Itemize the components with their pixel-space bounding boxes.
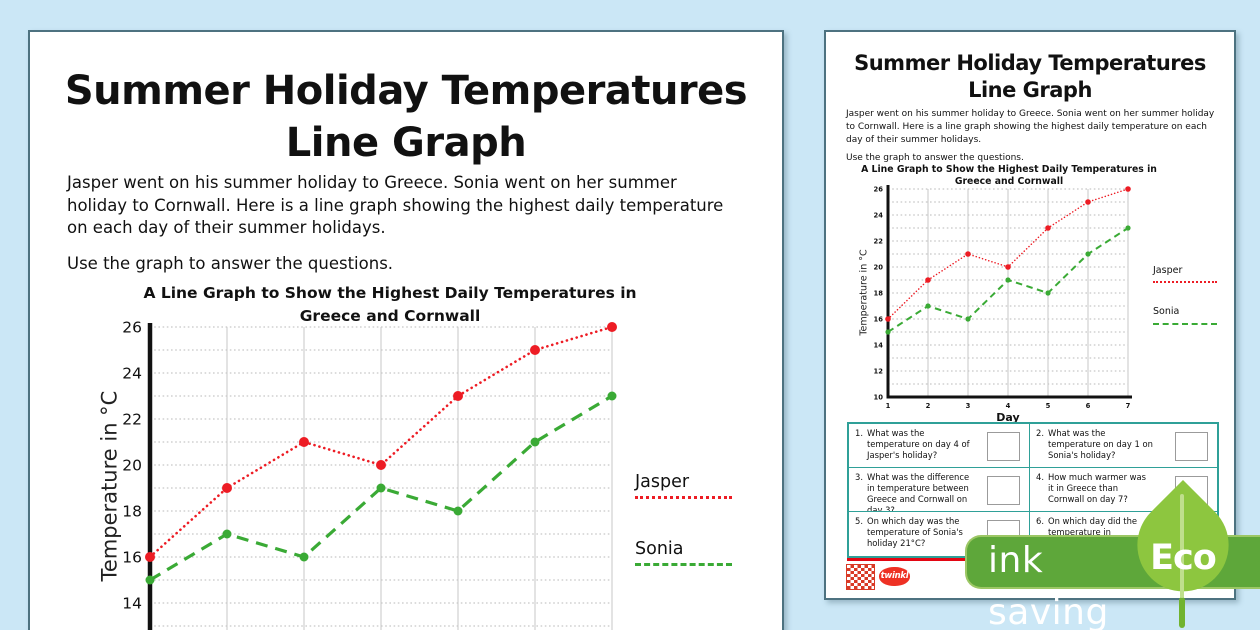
legend-jasper-label: Jasper — [1153, 265, 1183, 276]
intro-text: Jasper went on his summer holiday to Gre… — [846, 109, 1215, 145]
page-title-line1: Summer Holiday Temperatures — [854, 51, 1206, 75]
intro-text: Jasper went on his summer holiday to Gre… — [67, 173, 724, 237]
question-text: What was the difference in temperature b… — [867, 472, 970, 512]
question-text: What was the temperature on day 1 on Son… — [1048, 428, 1153, 460]
question-number: 4. — [1036, 472, 1044, 482]
svg-text:16: 16 — [122, 549, 142, 567]
svg-text:10: 10 — [874, 393, 884, 401]
question-text: What was the temperature on day 4 of Jas… — [867, 428, 970, 460]
page-title-line2: Line Graph — [968, 78, 1092, 102]
svg-text:5: 5 — [1046, 402, 1051, 410]
question-number: 2. — [1036, 428, 1044, 438]
legend-sonia-line — [635, 563, 732, 566]
svg-text:24: 24 — [122, 365, 142, 383]
y-axis-label: Temperature in °C — [97, 390, 122, 582]
svg-text:20: 20 — [874, 263, 884, 271]
svg-text:26: 26 — [122, 319, 142, 337]
question-number: 1. — [855, 428, 863, 438]
svg-text:3: 3 — [966, 402, 971, 410]
svg-text:24: 24 — [874, 211, 884, 219]
eco-label: Eco — [1150, 538, 1217, 578]
legend-sonia-label: Sonia — [1153, 306, 1180, 317]
qr-code — [846, 564, 875, 590]
chart-title-line1: A Line Graph to Show the Highest Daily T… — [861, 164, 1157, 175]
y-axis-label: Temperature in °C — [858, 249, 870, 336]
svg-text:20: 20 — [122, 457, 142, 475]
legend-jasper-line — [635, 496, 732, 499]
leaf-vein-icon — [1180, 494, 1184, 598]
chart-title-line2: Greece and Cornwall — [954, 176, 1064, 187]
question-number: 5. — [855, 516, 863, 526]
question-cell-3: 3. What was the difference in temperatur… — [849, 468, 1030, 512]
svg-text:1: 1 — [886, 402, 891, 410]
instruction-text: Use the graph to answer the questions. — [846, 153, 1024, 163]
svg-text:4: 4 — [1006, 402, 1011, 410]
instruction-text: Use the graph to answer the questions. — [67, 254, 394, 273]
question-text: On which day was the temperature of Soni… — [867, 516, 963, 548]
chart-title-line1: A Line Graph to Show the Highest Daily T… — [143, 284, 637, 302]
svg-text:2: 2 — [926, 402, 931, 410]
leaf-stem-icon — [1179, 597, 1185, 628]
twinkl-logo: twinkl — [879, 567, 910, 586]
chart-title: A Line Graph to Show the Highest Daily T… — [848, 164, 1170, 188]
svg-text:6: 6 — [1086, 402, 1091, 410]
svg-text:22: 22 — [874, 237, 884, 245]
svg-text:18: 18 — [122, 503, 142, 521]
svg-text:18: 18 — [874, 289, 884, 297]
question-text: How much warmer was it in Greece than Co… — [1048, 472, 1147, 504]
legend-sonia-label: Sonia — [635, 539, 684, 559]
answer-box[interactable] — [987, 476, 1020, 505]
svg-text:26: 26 — [874, 185, 884, 193]
legend-sonia-line — [1153, 323, 1217, 325]
question-cell-2: 2. What was the temperature on day 1 on … — [1030, 424, 1217, 468]
question-number: 3. — [855, 472, 863, 482]
legend-jasper-line — [1153, 281, 1217, 283]
question-number: 6. — [1036, 516, 1044, 526]
chart-title: A Line Graph to Show the Highest Daily T… — [90, 282, 690, 328]
worksheet-page-zoomed: Summer Holiday Temperatures Line Graph J… — [28, 30, 784, 630]
svg-text:14: 14 — [874, 341, 884, 349]
svg-text:16: 16 — [874, 315, 884, 323]
chart-title-line2: Greece and Cornwall — [299, 307, 481, 325]
answer-box[interactable] — [1175, 432, 1208, 461]
x-axis-label: Day — [996, 411, 1020, 424]
page-title-line1: Summer Holiday Temperatures — [64, 68, 748, 114]
ink-saving-label: ink saving — [988, 540, 1109, 630]
answer-box[interactable] — [987, 432, 1020, 461]
legend-jasper-label: Jasper — [635, 472, 690, 492]
question-text: On which day did the temperature in — [1048, 516, 1138, 537]
svg-text:22: 22 — [122, 411, 142, 429]
svg-text:14: 14 — [122, 595, 142, 613]
question-cell-1: 1. What was the temperature on day 4 of … — [849, 424, 1030, 468]
svg-text:7: 7 — [1126, 402, 1131, 410]
page-title-line2: Line Graph — [285, 120, 527, 166]
temperature-line-chart: 26 24 22 20 18 16 14 — [122, 319, 617, 630]
svg-text:12: 12 — [874, 367, 884, 375]
